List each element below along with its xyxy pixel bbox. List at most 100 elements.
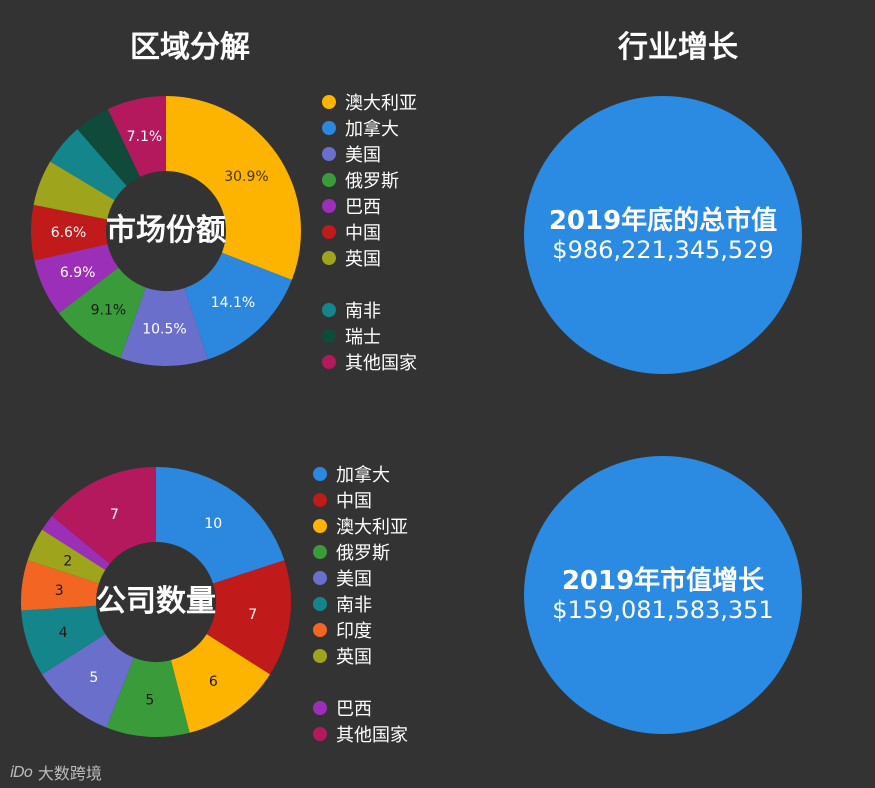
- total-market-cap-label: 2019年底的总市值: [548, 206, 778, 236]
- legend-swatch: [313, 649, 327, 663]
- donut-slice: [184, 252, 292, 360]
- legend-item: 加拿大: [322, 115, 417, 141]
- donut-slice: [50, 129, 127, 201]
- donut-slice: [21, 605, 106, 675]
- legend-item: 南非: [313, 591, 408, 617]
- legend-label: 瑞士: [345, 327, 381, 348]
- slice-data-label: 7.1%: [127, 129, 163, 145]
- donut-slice: [27, 529, 106, 584]
- legend-label: 澳大利亚: [336, 517, 408, 538]
- legend-label: 中国: [345, 223, 381, 244]
- market-cap-growth-label: 2019年市值增长: [561, 566, 765, 596]
- donut-slice: [30, 204, 108, 261]
- legend-swatch: [322, 121, 336, 135]
- legend-swatch: [313, 519, 327, 533]
- market-cap-growth-value: $159,081,583,351: [552, 596, 774, 624]
- legend-label: 英国: [345, 249, 381, 270]
- donut-slice: [33, 161, 115, 220]
- legend-label: 其他国家: [345, 353, 417, 374]
- legend-swatch: [313, 545, 327, 559]
- legend-item: 俄罗斯: [322, 167, 417, 193]
- legend-item: 南非: [322, 297, 417, 323]
- legend-spacer: [313, 669, 408, 695]
- donut-slice: [107, 96, 166, 177]
- legend-swatch: [322, 303, 336, 317]
- slice-data-label: 6.6%: [51, 225, 87, 241]
- slice-data-label: 14.1%: [211, 295, 255, 311]
- legend-swatch: [313, 701, 327, 715]
- legend-swatch: [322, 251, 336, 265]
- legend-swatch: [313, 623, 327, 637]
- slice-data-label: 10.5%: [142, 321, 186, 337]
- legend-item: 英国: [322, 245, 417, 271]
- legend-item: 美国: [322, 141, 417, 167]
- legend-item: 巴西: [322, 193, 417, 219]
- legend-label: 巴西: [336, 699, 372, 720]
- legend-swatch: [322, 199, 336, 213]
- legend-swatch: [322, 147, 336, 161]
- donut-slice: [156, 467, 285, 584]
- legend-item: 巴西: [313, 695, 408, 721]
- legend-swatch: [322, 329, 336, 343]
- watermark-text: 大数跨境: [37, 764, 102, 783]
- donut-slice: [51, 467, 156, 564]
- company-count-donut-chart: 10 7 6 5 5 4 3 2 7 公司数量: [21, 467, 291, 737]
- legend-label: 美国: [345, 145, 381, 166]
- legend-label: 澳大利亚: [345, 93, 417, 114]
- watermark: iDo 大数跨境: [10, 760, 102, 784]
- legend-label: 其他国家: [336, 725, 408, 746]
- legend-label: 加拿大: [336, 465, 390, 486]
- total-market-cap-bubble: 2019年底的总市值 $986,221,345,529: [524, 96, 802, 374]
- legend-label: 南非: [336, 595, 372, 616]
- legend-label: 美国: [336, 569, 372, 590]
- legend-label: 巴西: [345, 197, 381, 218]
- legend-item: 印度: [313, 617, 408, 643]
- donut-slice: [34, 244, 119, 314]
- donut-slice: [58, 267, 146, 359]
- market-share-center-label: 市场份额: [106, 213, 226, 248]
- legend-item: 其他国家: [313, 721, 408, 747]
- legend-swatch: [322, 95, 336, 109]
- slice-data-label: 5: [89, 670, 98, 686]
- legend-item: 俄罗斯: [313, 539, 408, 565]
- market-cap-growth-bubble: 2019年市值增长 $159,081,583,351: [524, 456, 802, 734]
- slice-data-label: 30.9%: [224, 169, 268, 185]
- legend-item: 中国: [313, 487, 408, 513]
- watermark-logo: iDo: [10, 763, 33, 781]
- market-share-donut-chart: 30.9% 14.1% 10.5% 9.1% 6.9% 6.6% 7.1% 市场份额: [30, 96, 301, 366]
- donut-slice: [42, 515, 110, 570]
- legend-item: 瑞士: [322, 323, 417, 349]
- slice-data-label: 6: [209, 674, 218, 690]
- legend-swatch: [313, 571, 327, 585]
- legend-label: 印度: [336, 621, 372, 642]
- market-share-legend: 澳大利亚 加拿大美国俄罗斯巴西中国英国南非瑞士其他国家: [322, 89, 417, 375]
- legend-label: 俄罗斯: [336, 543, 390, 564]
- slice-data-label: 3: [55, 583, 64, 599]
- total-market-cap-value: $986,221,345,529: [552, 236, 774, 264]
- donut-slice: [206, 560, 291, 675]
- company-count-legend: 加拿大 中国澳大利亚俄罗斯美国南非印度英国巴西其他国家: [313, 461, 408, 747]
- legend-label: 英国: [336, 647, 372, 668]
- legend-label: 南非: [345, 301, 381, 322]
- slice-data-label: 6.9%: [60, 265, 96, 281]
- donut-slice: [120, 287, 208, 366]
- legend-label: 俄罗斯: [345, 171, 399, 192]
- legend-item: 加拿大: [313, 461, 408, 487]
- legend-item: 澳大利亚: [322, 89, 417, 115]
- legend-swatch: [322, 225, 336, 239]
- legend-swatch: [313, 493, 327, 507]
- donut-slice: [106, 657, 190, 737]
- legend-item: 澳大利亚: [313, 513, 408, 539]
- legend-item: 其他国家: [322, 349, 417, 375]
- slice-data-label: 7: [248, 607, 257, 623]
- legend-swatch: [313, 467, 327, 481]
- slice-data-label: 5: [145, 692, 154, 708]
- donut-slice: [42, 634, 134, 728]
- section-title-regional: 区域分解: [130, 30, 250, 65]
- slice-data-label: 2: [63, 553, 72, 569]
- slice-data-label: 10: [204, 516, 222, 532]
- legend-item: 英国: [313, 643, 408, 669]
- donut-slice: [21, 560, 99, 611]
- donut-slice: [170, 634, 270, 733]
- legend-item: 中国: [322, 219, 417, 245]
